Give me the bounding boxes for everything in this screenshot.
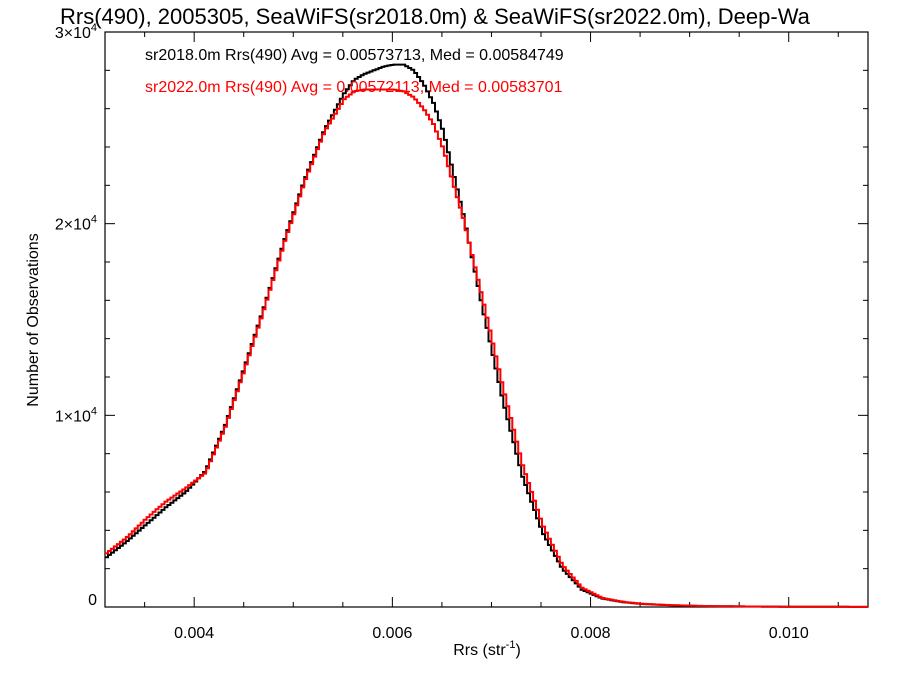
annotation-sr2022: sr2022.0m Rrs(490) Avg = 0.00572113, Med… [145, 79, 563, 96]
y-tick-label: 3×104 [55, 22, 97, 42]
x-tick-label: 0.006 [372, 625, 412, 642]
y-tick-label: 1×104 [55, 405, 97, 425]
chart-title: Rrs(490), 2005305, SeaWiFS(sr2018.0m) & … [60, 4, 811, 29]
annotation-sr2018: sr2018.0m Rrs(490) Avg = 0.00573713, Med… [145, 47, 564, 64]
plot-frame [104, 31, 869, 608]
y-tick-label: 2×104 [55, 214, 97, 234]
series-sr2018-line [105, 63, 868, 608]
y-axis-label: Number of Observations [25, 233, 42, 406]
x-tick-label: 0.010 [769, 625, 809, 642]
x-axis-label: Rrs (str-1) [453, 639, 521, 659]
x-axis: 0.004 0.006 0.008 0.010 [144, 32, 839, 642]
y-tick-label: 0 [88, 592, 97, 609]
x-tick-label: 0.004 [174, 625, 214, 642]
x-tick-label: 0.008 [571, 625, 611, 642]
series-layer [105, 63, 868, 608]
y-axis: 0 1×104 2×104 3×104 [55, 22, 868, 609]
series-sr2022-line [105, 88, 868, 608]
